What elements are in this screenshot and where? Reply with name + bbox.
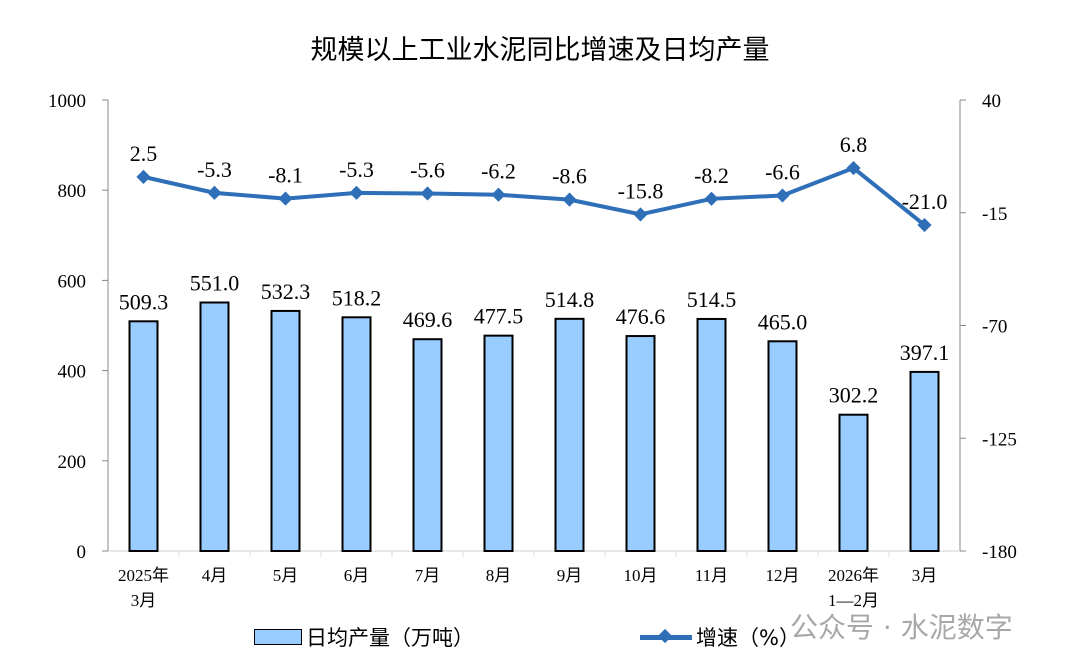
- left-tick-label: 0: [77, 542, 87, 563]
- line-data-label: -21.0: [902, 189, 948, 214]
- bar: [625, 335, 656, 552]
- line-marker: [349, 185, 364, 200]
- bar: [128, 320, 159, 552]
- line-marker: [775, 188, 790, 203]
- x-tick-label: 7月: [415, 566, 441, 585]
- legend-label-bar: 日均产量（万吨）: [306, 626, 474, 650]
- x-tick-label: 3月: [912, 566, 938, 585]
- line-data-label: 2.5: [130, 141, 158, 166]
- bar-data-label: 465.0: [758, 309, 808, 334]
- line-data-label: -8.1: [268, 163, 303, 188]
- line-marker: [136, 169, 151, 184]
- x-tick-label: 2025年: [118, 566, 169, 585]
- legend-item-bar: 日均产量（万吨）: [254, 622, 474, 652]
- bar-data-label: 551.0: [190, 270, 240, 295]
- bar: [554, 317, 585, 552]
- bar: [909, 370, 940, 552]
- line-marker: [846, 160, 861, 176]
- line-data-label: -5.6: [410, 157, 445, 182]
- line-data-label: -8.6: [552, 164, 587, 189]
- line-swatch-icon: [640, 634, 692, 640]
- line-data-label: -8.2: [694, 163, 729, 188]
- line-marker: [207, 185, 222, 200]
- left-tick-label: 600: [58, 271, 87, 292]
- legend-item-line: 增速（%）: [640, 622, 800, 652]
- line-marker: [917, 217, 932, 233]
- bar-data-label: 469.6: [403, 307, 453, 332]
- x-tick-label: 6月: [344, 566, 370, 585]
- x-tick-label: 4月: [202, 566, 228, 585]
- line-marker: [633, 207, 648, 222]
- bar-swatch-icon: [254, 629, 302, 645]
- chart-title: 规模以上工业水泥同比增速及日均产量: [310, 35, 770, 66]
- bar: [838, 413, 869, 552]
- right-tick-label: 40: [982, 91, 1001, 112]
- x-tick-label: 1—2月: [828, 591, 879, 610]
- line-marker: [420, 186, 435, 201]
- left-tick-label: 200: [58, 452, 87, 473]
- bar: [767, 340, 798, 552]
- x-tick-label: 8月: [486, 566, 512, 585]
- left-tick-label: 400: [58, 362, 87, 383]
- line-data-label: -5.3: [339, 157, 374, 182]
- x-tick-label: 10月: [624, 566, 658, 585]
- right-tick-label: -180: [982, 542, 1017, 563]
- left-tick-label: 800: [58, 181, 87, 202]
- line-data-label: -6.2: [481, 159, 516, 184]
- right-tick-label: -15: [982, 204, 1007, 225]
- line-marker: [278, 191, 293, 206]
- line-marker: [491, 187, 506, 202]
- bar-data-label: 302.2: [829, 383, 879, 408]
- watermark: 公众号 · 水泥数字: [790, 611, 1013, 644]
- legend-label-line: 增速（%）: [696, 626, 800, 650]
- x-tick-label: 2026年: [828, 566, 879, 585]
- bar-data-label: 397.1: [900, 340, 950, 365]
- line-data-label: 6.8: [840, 132, 868, 157]
- bar: [341, 316, 372, 553]
- bar: [199, 301, 230, 552]
- bar-data-label: 532.3: [261, 279, 311, 304]
- bar: [696, 317, 727, 553]
- bar-data-label: 476.6: [616, 304, 666, 329]
- line-marker: [704, 191, 719, 206]
- bar-data-label: 514.5: [687, 287, 737, 312]
- bar: [270, 309, 301, 553]
- bar-data-label: 477.5: [474, 304, 524, 329]
- growth-line: [143, 165, 926, 227]
- bar-data-label: 518.2: [332, 285, 382, 310]
- x-tick-label: 12月: [766, 566, 800, 585]
- x-tick-label: 11月: [695, 566, 728, 585]
- line-data-label: -6.6: [765, 160, 800, 185]
- line-data-label: -5.3: [197, 157, 232, 182]
- bar: [412, 338, 443, 552]
- line-data-label: -15.8: [618, 178, 664, 203]
- x-tick-label: 9月: [557, 566, 583, 585]
- line-marker: [562, 192, 577, 207]
- right-tick-label: -70: [982, 317, 1007, 338]
- right-tick-label: -125: [982, 429, 1017, 450]
- x-tick-label: 3月: [131, 591, 157, 610]
- bar: [483, 334, 514, 552]
- bar-data-label: 514.8: [545, 287, 595, 312]
- left-tick-label: 1000: [48, 91, 86, 112]
- x-tick-label: 5月: [273, 566, 299, 585]
- bar-data-label: 509.3: [119, 289, 169, 314]
